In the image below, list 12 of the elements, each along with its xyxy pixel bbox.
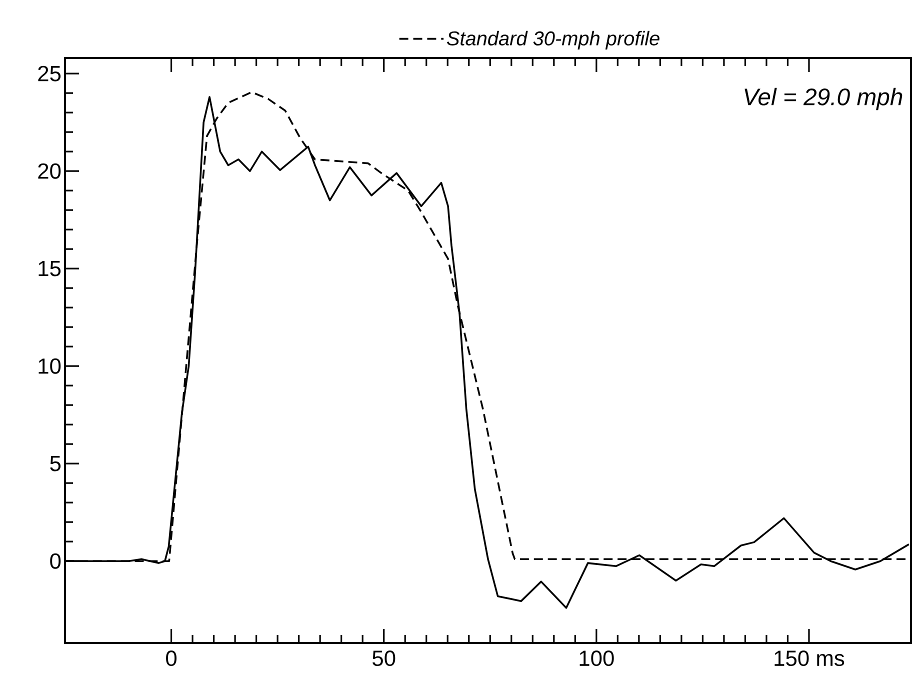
x-tick-label: 0 [166, 650, 177, 666]
annotation: Vel = 29.0 mph [744, 88, 902, 110]
x-tick-label: 150 ms [774, 650, 844, 666]
x-tick-label: 100 [580, 650, 614, 666]
y-tick-label: 20 [38, 163, 61, 179]
y-tick-label: 5 [50, 456, 61, 472]
x-tick-label: 50 [372, 650, 396, 666]
y-tick-label: 10 [38, 358, 61, 374]
y-tick-label: 25 [38, 66, 61, 82]
y-tick-label: 15 [38, 260, 61, 276]
legend-label: Standard 30-mph profile [446, 30, 660, 50]
y-tick-label: 0 [50, 553, 61, 569]
